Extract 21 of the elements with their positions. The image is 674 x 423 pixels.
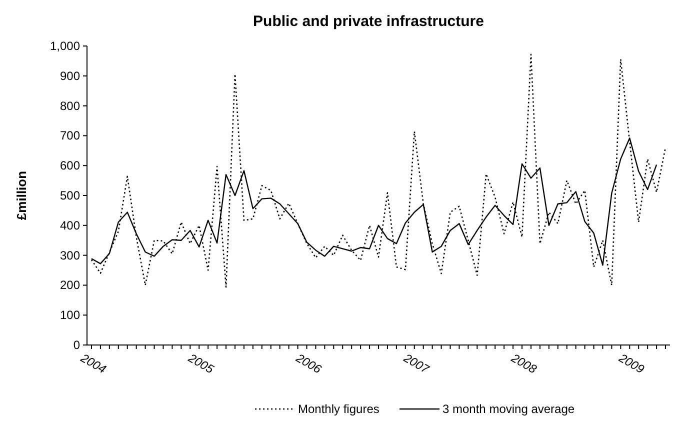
y-tick-label: 400 — [60, 218, 80, 232]
x-tick-label: 2004 — [78, 350, 109, 376]
chart-title: Public and private infrastructure — [253, 13, 484, 30]
y-tick-label: 300 — [60, 248, 80, 262]
y-tick-label: 800 — [60, 98, 80, 113]
y-axis-title: £million — [14, 170, 29, 220]
x-tick-label: 2007 — [400, 350, 433, 377]
x-tick-label: 2006 — [292, 350, 324, 376]
y-tick-label: 900 — [60, 68, 80, 83]
y-tick-label: 1,000 — [50, 39, 80, 53]
y-tick-label: 700 — [60, 128, 80, 143]
y-tick-label: 600 — [60, 158, 80, 173]
x-tick-label: 2005 — [185, 350, 216, 376]
legend-label: Monthly figures — [298, 402, 380, 416]
y-tick-label: 0 — [73, 338, 80, 352]
x-tick-label: 2009 — [616, 350, 647, 376]
x-tick-label: 2008 — [508, 350, 540, 376]
y-tick-label: 200 — [60, 278, 80, 292]
y-tick-label: 500 — [60, 188, 80, 202]
legend-label: 3 month moving average — [442, 402, 575, 416]
y-tick-label: 100 — [60, 308, 80, 322]
